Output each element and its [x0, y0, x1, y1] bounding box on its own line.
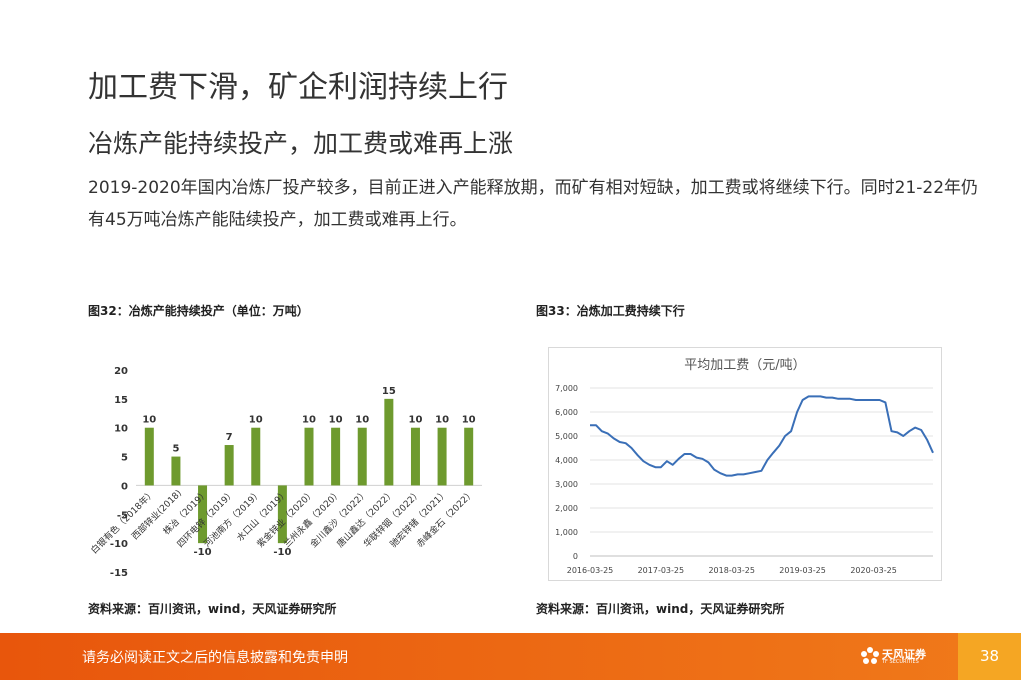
x-tick-label: 2016-03-25	[567, 566, 614, 575]
bar-data-label: 10	[142, 415, 156, 426]
bar	[331, 427, 341, 486]
bar	[198, 485, 208, 544]
x-tick-label: 2018-03-25	[708, 566, 755, 575]
x-tick-label: 2020-03-25	[850, 566, 897, 575]
y-tick-label: 2,000	[555, 504, 578, 513]
y-tick-label: 7,000	[555, 384, 578, 393]
bar-data-label: 10	[409, 415, 423, 426]
bar	[251, 427, 261, 486]
disclaimer-text: 请务必阅读正文之后的信息披露和免责申明	[82, 650, 348, 666]
page-subtitle: 冶炼产能持续投产，加工费或难再上涨	[88, 129, 514, 158]
page-title: 加工费下滑，矿企利润持续上行	[88, 70, 508, 105]
flower-logo-icon	[861, 647, 879, 664]
bar	[171, 456, 181, 486]
summary-paragraph: 2019-2020年国内冶炼厂投产较多，目前正进入产能释放期，而矿有相对短缺，加…	[88, 178, 979, 230]
page-number: 38	[979, 647, 1000, 665]
footer-bar: 请务必阅读正文之后的信息披露和免责申明 天风证券 TF SECURITIES 3…	[0, 633, 1021, 680]
bar	[304, 427, 314, 486]
bar	[144, 427, 154, 486]
bar	[277, 485, 287, 544]
y-tick-label: -15	[110, 568, 128, 579]
bar-data-label: 7	[226, 432, 233, 443]
figure1-caption: 图32：冶炼产能持续投产（单位：万吨）	[88, 304, 309, 318]
bar	[357, 427, 367, 486]
brand-subname: TF SECURITIES	[882, 659, 919, 665]
bar-data-label: -10	[193, 547, 211, 558]
y-tick-label: 1,000	[555, 528, 578, 537]
processing-fee-line-chart: 平均加工费（元/吨） 0 1,000 2,000 3,000 4,000 5,000 6,00…	[548, 347, 942, 581]
y-tick-label: 5	[121, 453, 128, 464]
bar	[384, 398, 394, 486]
brand-logo: 天风证券 TF SECURITIES	[860, 645, 950, 669]
capacity-bar-chart: -15-10-50510152010白银有色（2018年）5西部锌业(2018)…	[88, 366, 482, 579]
bar	[437, 427, 447, 486]
y-tick-label: 4,000	[555, 456, 578, 465]
bar-data-label: -10	[273, 547, 291, 558]
y-tick-label: 5,000	[555, 432, 578, 441]
bar-data-label: 10	[435, 415, 449, 426]
bar-data-label: 10	[355, 415, 369, 426]
bar-data-label: 10	[249, 415, 263, 426]
page-number-box: 38	[958, 633, 1021, 680]
x-tick-label: 2017-03-25	[638, 566, 685, 575]
y-tick-label: 15	[114, 395, 128, 406]
y-tick-label: 20	[114, 366, 128, 377]
y-tick-label: 0	[121, 481, 128, 492]
y-tick-label: -5	[117, 510, 128, 521]
y-tick-label: 3,000	[555, 480, 578, 489]
figure2-caption: 图33：冶炼加工费持续下行	[536, 304, 685, 318]
y-tick-label: -10	[110, 539, 128, 550]
brand-name: 天风证券	[882, 648, 926, 661]
y-tick-label: 10	[114, 424, 128, 435]
figure1-source: 资料来源：百川资讯，wind，天风证券研究所	[88, 602, 337, 616]
fee-series-line	[590, 395, 934, 477]
bar-data-label: 10	[462, 415, 476, 426]
bar	[410, 427, 420, 486]
y-tick-label: 6,000	[555, 408, 578, 417]
bar-data-label: 10	[329, 415, 343, 426]
figure2-source: 资料来源：百川资讯，wind，天风证券研究所	[536, 602, 785, 616]
bar	[464, 427, 474, 486]
bar	[224, 445, 234, 486]
bar-data-label: 10	[302, 415, 316, 426]
bar-data-label: 15	[382, 386, 396, 397]
x-tick-label: 2019-03-25	[779, 566, 826, 575]
chart-title: 平均加工费（元/吨）	[684, 358, 805, 373]
bar-data-label: 5	[172, 444, 179, 455]
chart-frame	[548, 347, 942, 581]
y-tick-label: 0	[573, 552, 578, 561]
